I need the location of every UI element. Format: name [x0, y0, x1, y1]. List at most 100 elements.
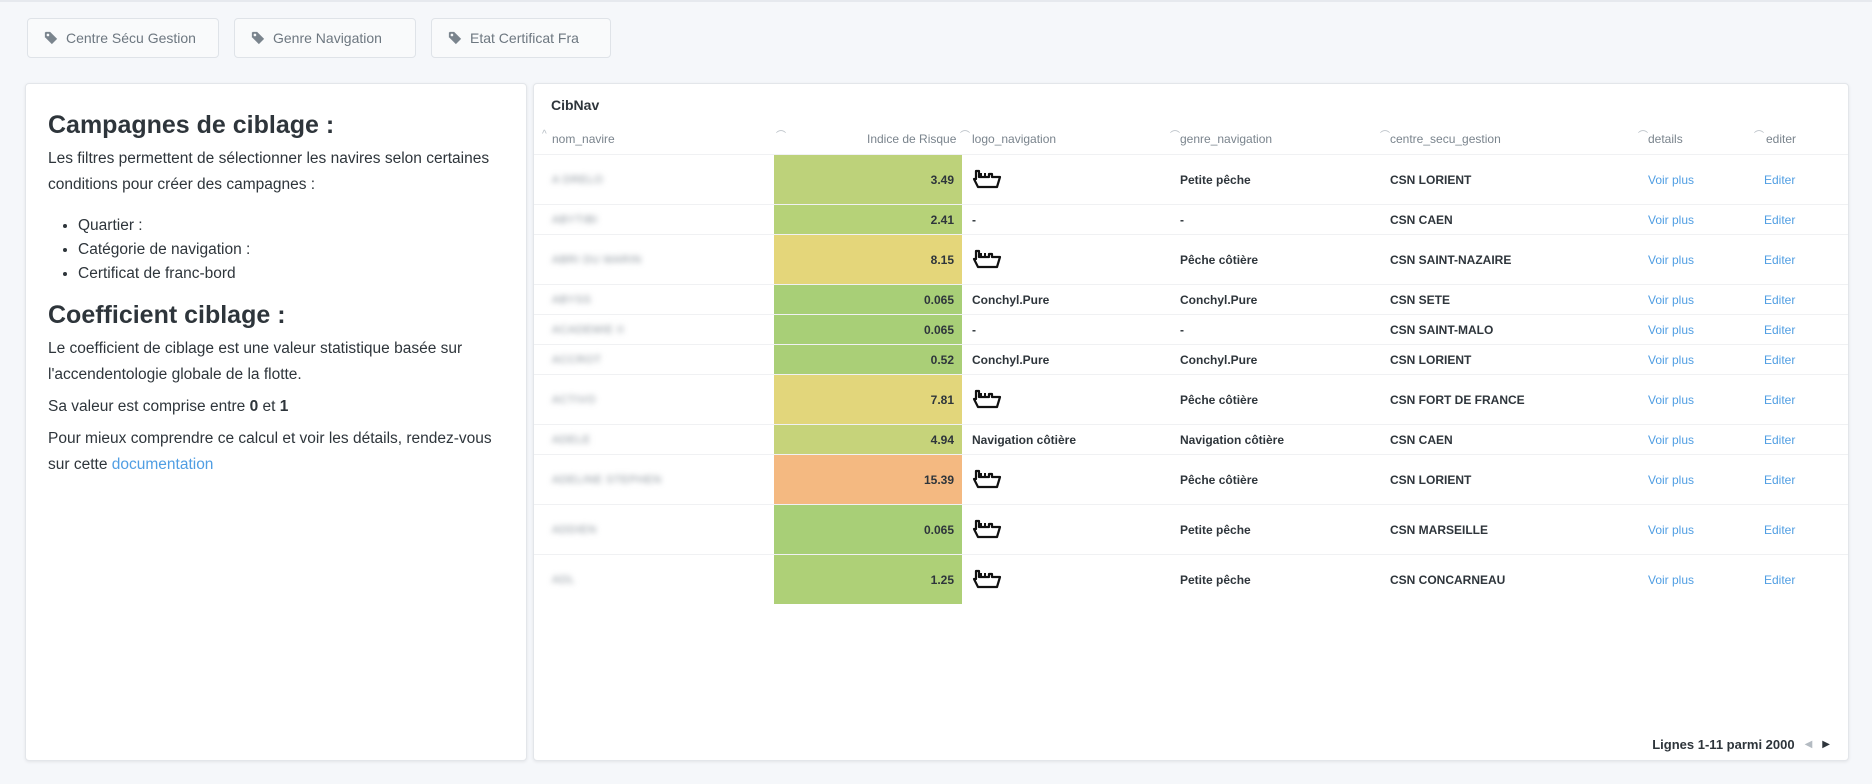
genre-navigation-cell: Navigation côtière: [1180, 432, 1285, 447]
genre-navigation-cell: Pêche côtière: [1180, 252, 1259, 267]
centre-secu-gestion-cell: CSN FORT DE FRANCE: [1390, 392, 1525, 407]
campaigns-intro: Les filtres permettent de sélectionner l…: [48, 150, 490, 193]
col-genre-navigation[interactable]: genre_navigation: [1180, 132, 1273, 146]
voir-plus-link[interactable]: Voir plus: [1648, 292, 1695, 307]
sort-icon[interactable]: ⌒: [1638, 131, 1648, 142]
table-row: ABRI DU MARIN 8.15 Pêche côtière CSN SAINT-…: [534, 234, 1848, 284]
table-title: CibNav: [551, 97, 600, 113]
data-table: ^ nom_navire ⌒ Indice de Risque ⌒ logo_n…: [534, 124, 1848, 604]
nom-navire: ABYSS: [552, 293, 592, 306]
campaigns-title: Campagnes de ciblage :: [48, 111, 335, 139]
voir-plus-link[interactable]: Voir plus: [1648, 572, 1695, 587]
filter-bar: Centre Sécu Gestion Genre Navigation Eta…: [27, 18, 611, 58]
genre-navigation-cell: -: [1180, 322, 1184, 337]
logo-navigation-cell: [972, 455, 1172, 504]
editer-link[interactable]: Editer: [1764, 432, 1796, 447]
table-row: ACTIVO 7.81 Pêche côtière CSN FORT DE FRANC…: [534, 374, 1848, 424]
indice-risque-cell: 15.39: [774, 455, 962, 504]
indice-risque-cell: 8.15: [774, 235, 962, 284]
voir-plus-link[interactable]: Voir plus: [1648, 322, 1695, 337]
voir-plus-link[interactable]: Voir plus: [1648, 432, 1695, 447]
nom-navire: A DRELO: [552, 173, 604, 186]
nom-navire: ACADEMIE II: [552, 323, 625, 336]
col-centre-secu-gestion[interactable]: centre_secu_gestion: [1390, 132, 1501, 146]
genre-navigation-cell: Conchyl.Pure: [1180, 292, 1258, 307]
logo-navigation-cell: [972, 555, 1172, 604]
editer-link[interactable]: Editer: [1764, 522, 1796, 537]
sort-asc-icon[interactable]: ^: [542, 129, 547, 140]
nom-navire: ABRI DU MARIN: [552, 253, 642, 266]
genre-navigation-cell: -: [1180, 212, 1184, 227]
voir-plus-link[interactable]: Voir plus: [1648, 172, 1695, 187]
filter-label: Etat Certificat Fra: [470, 30, 579, 46]
sort-icon[interactable]: ⌒: [1754, 131, 1764, 142]
centre-secu-gestion-cell: CSN SAINT-NAZAIRE: [1390, 252, 1512, 267]
sort-icon[interactable]: ⌒: [1380, 131, 1390, 142]
editer-link[interactable]: Editer: [1764, 292, 1796, 307]
next-page-icon[interactable]: ▶: [1822, 739, 1830, 750]
indice-risque-cell: 0.065: [774, 285, 962, 314]
centre-secu-gestion-cell: CSN MARSEILLE: [1390, 522, 1489, 537]
genre-navigation-cell: Conchyl.Pure: [1180, 352, 1258, 367]
table-body: A DRELO 3.49 Petite pêche CSN LORIENT Voir p…: [534, 154, 1848, 604]
sort-icon[interactable]: ⌒: [776, 131, 786, 142]
logo-navigation-cell: Conchyl.Pure: [972, 352, 1050, 367]
voir-plus-link[interactable]: Voir plus: [1648, 522, 1695, 537]
nom-navire: ADDIEN: [552, 523, 597, 536]
editer-link[interactable]: Editer: [1764, 252, 1796, 267]
logo-navigation-cell: -: [972, 212, 976, 227]
coefficient-text: Le coefficient de ciblage est une valeur…: [48, 340, 463, 383]
table-header: ^ nom_navire ⌒ Indice de Risque ⌒ logo_n…: [534, 124, 1848, 154]
col-nom-navire[interactable]: nom_navire: [552, 132, 615, 146]
table-row: A DRELO 3.49 Petite pêche CSN LORIENT Voir p…: [534, 154, 1848, 204]
top-border: [0, 0, 1872, 2]
criteria-item: Quartier :: [78, 214, 504, 238]
criteria-item: Catégorie de navigation :: [78, 238, 504, 262]
logo-navigation-cell: [972, 505, 1172, 554]
logo-navigation-cell: [972, 235, 1172, 284]
voir-plus-link[interactable]: Voir plus: [1648, 392, 1695, 407]
ship-icon: [972, 567, 1002, 592]
editer-link[interactable]: Editer: [1764, 172, 1796, 187]
table-row: ADELE 4.94 Navigation côtière Navigation cô…: [534, 424, 1848, 454]
voir-plus-link[interactable]: Voir plus: [1648, 252, 1695, 267]
ship-icon: [972, 387, 1002, 412]
criteria-item: Certificat de franc-bord: [78, 262, 504, 286]
filter-etat-certificat[interactable]: Etat Certificat Fra: [431, 18, 611, 58]
ship-icon: [972, 517, 1002, 542]
prev-page-icon[interactable]: ◀: [1804, 739, 1813, 750]
table-row: ADELINE STEPHEN 15.39 Pêche côtière CSN LOR…: [534, 454, 1848, 504]
documentation-link[interactable]: documentation: [111, 456, 214, 473]
editer-link[interactable]: Editer: [1764, 322, 1796, 337]
col-editer[interactable]: editer: [1766, 132, 1797, 146]
nom-navire: ADELINE STEPHEN: [552, 473, 662, 486]
voir-plus-link[interactable]: Voir plus: [1648, 352, 1695, 367]
nom-navire: ABYTIBI: [552, 213, 598, 226]
editer-link[interactable]: Editer: [1764, 472, 1796, 487]
nom-navire-cell: ABYSS: [552, 285, 752, 314]
editer-link[interactable]: Editer: [1764, 352, 1796, 367]
col-details[interactable]: details: [1648, 132, 1683, 146]
col-logo-navigation[interactable]: logo_navigation: [972, 132, 1057, 146]
nom-navire-cell: ABYTIBI: [552, 205, 752, 234]
editer-link[interactable]: Editer: [1764, 392, 1796, 407]
indice-risque-cell: 4.94: [774, 425, 962, 454]
nom-navire: ADL: [552, 573, 575, 586]
col-indice-risque[interactable]: Indice de Risque: [867, 132, 957, 146]
table-row: ACADEMIE II 0.065- - CSN SAINT-MALO Voir plu…: [534, 314, 1848, 344]
indice-risque-cell: 3.49: [774, 155, 962, 204]
range-min: 0: [249, 398, 259, 415]
editer-link[interactable]: Editer: [1764, 212, 1796, 227]
voir-plus-link[interactable]: Voir plus: [1648, 212, 1695, 227]
sort-icon[interactable]: ⌒: [960, 131, 970, 142]
indice-risque-cell: 0.065: [774, 505, 962, 554]
table-card: CibNav ^ nom_navire ⌒ Indice de Risque ⌒…: [533, 83, 1849, 761]
centre-secu-gestion-cell: CSN LORIENT: [1390, 352, 1472, 367]
voir-plus-link[interactable]: Voir plus: [1648, 472, 1695, 487]
sort-icon[interactable]: ⌒: [1170, 131, 1180, 142]
editer-link[interactable]: Editer: [1764, 572, 1796, 587]
filter-centre-secu-gestion[interactable]: Centre Sécu Gestion: [27, 18, 219, 58]
filter-genre-navigation[interactable]: Genre Navigation: [234, 18, 416, 58]
genre-navigation-cell: Petite pêche: [1180, 172, 1251, 187]
logo-navigation-cell: [972, 155, 1172, 204]
